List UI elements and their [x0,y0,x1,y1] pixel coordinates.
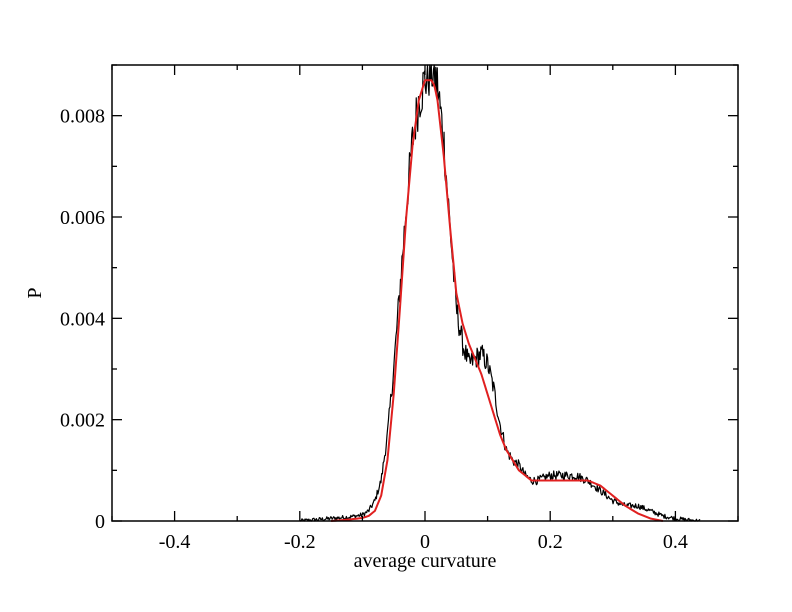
x-tick-label: -0.4 [159,531,191,553]
tick-layer: -0.4 -0.2 0 0.2 0.4 0 0.002 0.004 0.006 0.008 [60,64,739,553]
y-tick-label: 0.002 [60,410,105,432]
x-tick-label: 0 [420,531,430,553]
y-axis-label: P [24,287,46,298]
x-axis-label: average curvature [354,550,497,572]
fit-series-line [331,79,664,522]
x-tick-label: -0.2 [284,531,316,553]
series-layer [299,64,701,522]
plot-frame [111,64,739,522]
y-tick-label: 0.008 [60,106,105,128]
y-tick-label: 0 [95,511,105,533]
y-tick-label: 0.006 [60,207,105,229]
x-tick-label: 0.4 [663,531,688,553]
histogram-series-line [299,64,701,522]
y-tick-label: 0.004 [60,308,105,330]
x-tick-label: 0.2 [538,531,563,553]
